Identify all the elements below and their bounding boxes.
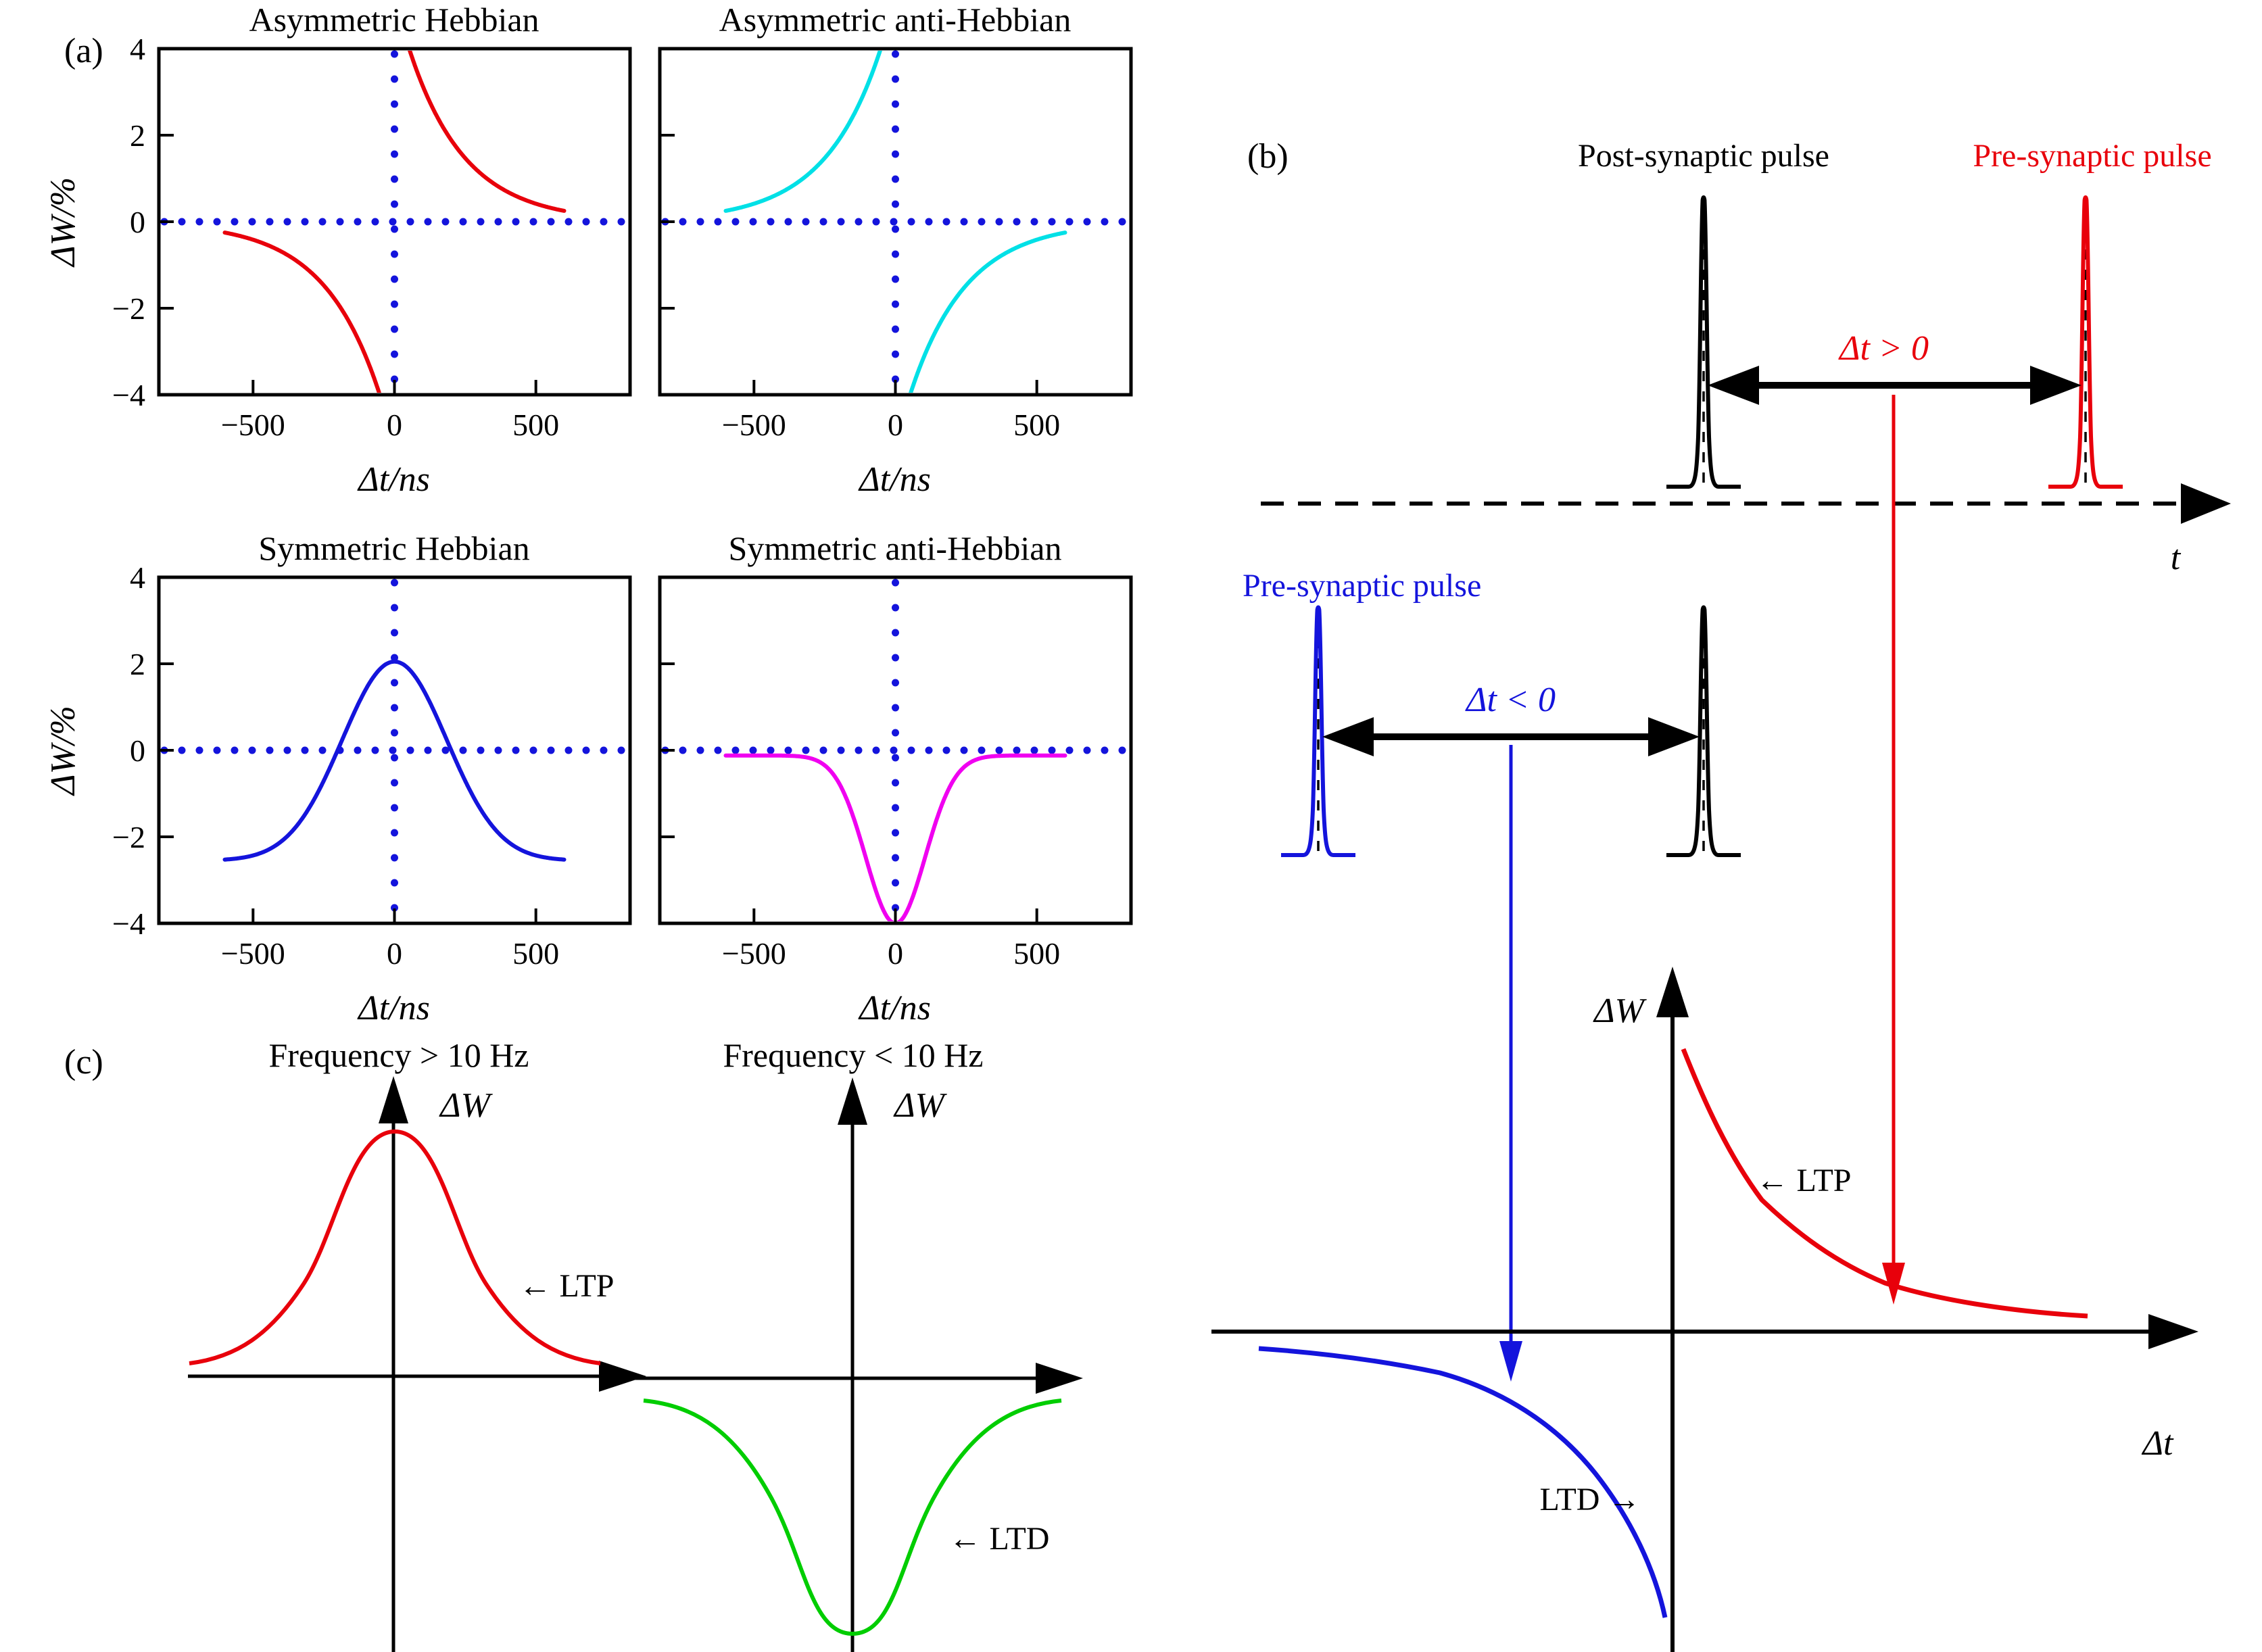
x-tick-label: −500 [221, 408, 285, 442]
ltd-annotation: LTD → [1540, 1482, 1641, 1517]
panel-a: (a) Asymmetric Hebbian Δt/ns ΔW/% −500 0 5… [44, 1, 1133, 1027]
ltp-annotation: ← LTP [1756, 1163, 1852, 1198]
x-tick-label: −500 [722, 936, 786, 971]
subplot-title: Symmetric anti-Hebbian [729, 529, 1062, 567]
stdp-x-axis-label: Δt [2142, 1424, 2175, 1463]
stdp-curve [222, 659, 567, 862]
x-tick-label: 0 [387, 408, 402, 442]
x-axis-label: Δt/ns [858, 460, 931, 499]
stdp-x-axis-arrowhead [2148, 1314, 2198, 1349]
x-tick-label: 0 [888, 408, 903, 442]
pre-synaptic-pulse-label-red: Pre-synaptic pulse [1973, 138, 2211, 174]
subplot-asymmetric-anti-hebbian: Asymmetric anti-Hebbian Δt/ns −500 0 500 [658, 1, 1133, 499]
dt-negative-label: Δt < 0 [1465, 681, 1556, 719]
y-axis-label: ΔW/% [44, 177, 82, 268]
time-axis-arrowhead [2181, 483, 2231, 524]
x-tick-label: 500 [1013, 936, 1060, 971]
y-tick-label: −2 [112, 291, 145, 326]
panel-c: (c) Frequency > 10 Hz ΔW ← LTP Frequency… [64, 1036, 1083, 1652]
stdp-y-axis-arrowhead [1656, 967, 1689, 1017]
subplot-title: Asymmetric anti-Hebbian [719, 1, 1072, 39]
panel-a-letter: (a) [64, 32, 103, 70]
dt-positive-arrowhead-right [2030, 366, 2081, 405]
stdp-curve [723, 753, 1067, 921]
plot-title: Frequency > 10 Hz [268, 1036, 529, 1074]
y-tick-label: 0 [130, 733, 145, 768]
y-tick-label: −4 [112, 906, 145, 941]
plot-title: Frequency < 10 Hz [723, 1036, 983, 1074]
pre-synaptic-pulse-curve-blue [1281, 605, 1355, 857]
y-axis-arrowhead [379, 1076, 408, 1123]
x-axis-label: Δt/ns [357, 989, 430, 1027]
x-tick-label: 500 [1013, 408, 1060, 442]
stdp-ltp-curve [1681, 1048, 2088, 1319]
ltd-gaussian-curve [643, 1399, 1062, 1636]
x-tick-label: −500 [221, 936, 285, 971]
x-tick-label: 0 [888, 936, 903, 971]
stdp-curve [222, 51, 567, 393]
subplot-title: Symmetric Hebbian [258, 529, 529, 567]
subplot-symmetric-anti-hebbian: Symmetric anti-Hebbian Δt/ns −500 0 500 [658, 529, 1133, 1027]
ltd-annotation: ← LTD [949, 1521, 1050, 1557]
y-tick-label: 2 [130, 118, 145, 153]
pre-synaptic-pulse-label-blue: Pre-synaptic pulse [1243, 568, 1481, 604]
panel-b: (b) Post-synaptic pulse Pre-synaptic pul… [1211, 137, 2231, 1652]
y-axis-label: ΔW [439, 1086, 494, 1125]
y-axis-label: ΔW/% [44, 706, 82, 796]
dt-positive-arrowhead-left [1708, 366, 1759, 405]
x-tick-label: 500 [512, 936, 559, 971]
y-axis-label: ΔW [893, 1086, 948, 1125]
x-axis-arrowhead [599, 1361, 646, 1392]
y-axis-arrowhead [838, 1077, 867, 1125]
x-axis-arrowhead [1036, 1363, 1083, 1394]
y-tick-label: 0 [130, 205, 145, 239]
pre-synaptic-pulse-curve-red [2048, 195, 2123, 489]
x-tick-label: 500 [512, 408, 559, 442]
dt-negative-arrowhead-right [1648, 717, 1700, 756]
y-tick-label: 2 [130, 647, 145, 681]
blue-drop-arrowhead [1499, 1341, 1522, 1382]
x-axis-label: Δt/ns [858, 989, 931, 1027]
x-tick-label: −500 [722, 408, 786, 442]
ltp-annotation: ← LTP [519, 1268, 615, 1304]
y-tick-label: 4 [130, 32, 145, 66]
dt-negative-arrowhead-left [1322, 717, 1374, 756]
post-synaptic-pulse-curve-2 [1666, 605, 1741, 857]
post-synaptic-pulse-label: Post-synaptic pulse [1578, 138, 1829, 174]
y-tick-label: −4 [112, 378, 145, 412]
x-tick-label: 0 [387, 936, 402, 971]
stdp-ltd-curve [1258, 1346, 1668, 1618]
subplot-asymmetric-hebbian: Asymmetric Hebbian Δt/ns ΔW/% −500 0 500 −4… [44, 1, 632, 499]
dt-positive-label: Δt > 0 [1838, 329, 1929, 368]
subplot-symmetric-hebbian: Symmetric Hebbian Δt/ns ΔW/% −500 0 500 −4 −… [44, 529, 632, 1027]
post-synaptic-pulse-curve [1666, 195, 1741, 489]
panel-c-letter: (c) [64, 1043, 103, 1082]
time-axis-label: t [2171, 539, 2182, 577]
y-tick-label: −2 [112, 820, 145, 854]
ltp-gaussian-curve [189, 1129, 601, 1365]
panel-c-left-plot: Frequency > 10 Hz ΔW ← LTP [188, 1036, 646, 1652]
stdp-y-axis-label: ΔW [1593, 992, 1647, 1030]
panel-b-letter: (b) [1247, 137, 1289, 176]
subplot-title: Asymmetric Hebbian [249, 1, 539, 39]
panel-c-right-plot: Frequency < 10 Hz ΔW ← LTD [622, 1036, 1083, 1652]
y-tick-label: 4 [130, 560, 145, 595]
x-axis-label: Δt/ns [357, 460, 430, 499]
stdp-curve [723, 51, 1067, 393]
